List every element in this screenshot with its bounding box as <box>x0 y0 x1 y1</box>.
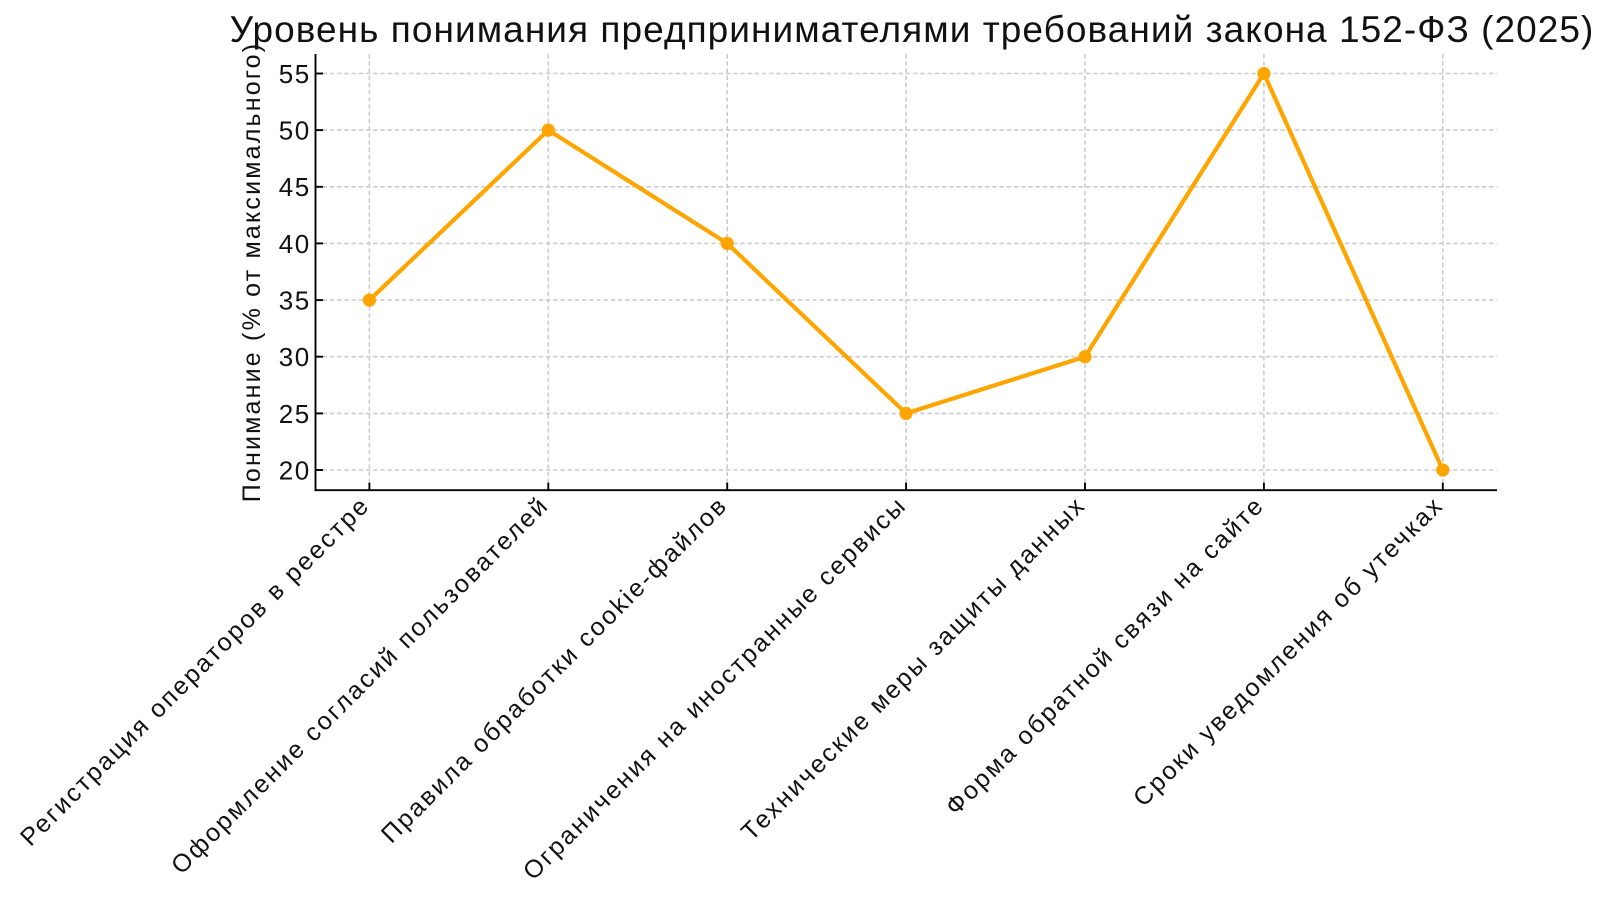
svg-text:35: 35 <box>279 286 311 316</box>
svg-text:45: 45 <box>279 172 311 202</box>
svg-text:50: 50 <box>279 116 311 146</box>
svg-text:25: 25 <box>279 399 311 429</box>
svg-text:30: 30 <box>279 342 311 372</box>
svg-text:Уровень понимания предпринимат: Уровень понимания предпринимателями треб… <box>230 9 1595 50</box>
svg-text:20: 20 <box>279 455 311 485</box>
svg-text:40: 40 <box>279 229 311 259</box>
svg-text:55: 55 <box>279 59 311 89</box>
svg-text:Понимание (% от максимального): Понимание (% от максимального) <box>238 42 266 503</box>
